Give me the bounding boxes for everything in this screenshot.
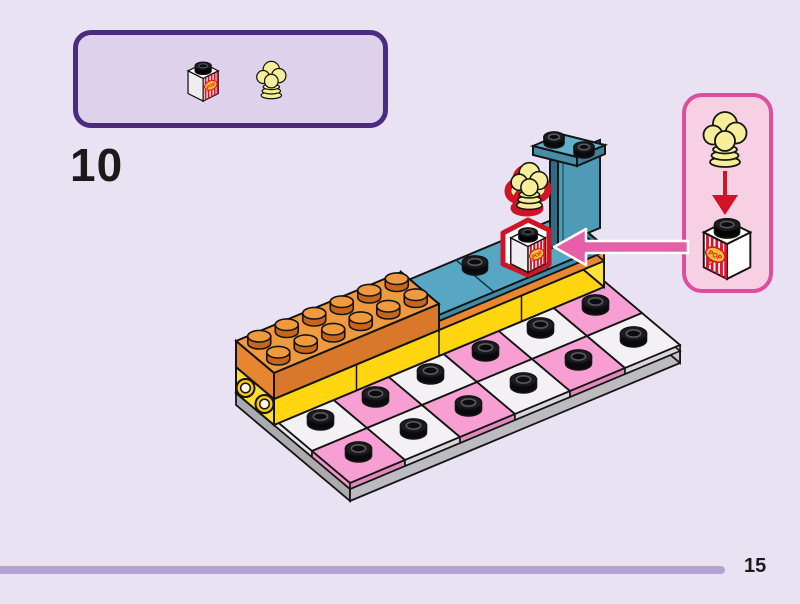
step-number: 10 bbox=[70, 139, 124, 191]
parts-callout-panel bbox=[73, 30, 388, 128]
panel-plate-studs bbox=[543, 131, 595, 159]
teal-panel bbox=[529, 131, 609, 251]
base-plate bbox=[234, 253, 682, 503]
orange-brick-studs bbox=[246, 272, 429, 366]
footer-divider-bar bbox=[0, 566, 725, 574]
tile-white bbox=[492, 302, 589, 361]
page-number: 15 bbox=[744, 555, 767, 577]
tile-white bbox=[272, 394, 369, 459]
main-build bbox=[234, 131, 682, 503]
teal-jumper-stud bbox=[461, 255, 489, 276]
orange-brick bbox=[234, 269, 441, 402]
tile-white bbox=[475, 357, 572, 422]
tile-pink bbox=[420, 380, 517, 445]
tile-white bbox=[585, 311, 682, 376]
placement-arrow-icon bbox=[552, 227, 690, 267]
technic-pin-holes bbox=[235, 378, 275, 414]
tile-pink bbox=[327, 371, 424, 430]
tile-pink bbox=[437, 325, 534, 384]
popcorn-box-highlighted bbox=[500, 161, 552, 278]
tile-white bbox=[382, 348, 479, 407]
teal-tile-platform bbox=[399, 212, 606, 323]
yellow-brick-layer bbox=[235, 226, 605, 428]
checkerboard-tiles bbox=[272, 279, 682, 491]
orange-plate bbox=[438, 218, 605, 332]
tile-pink bbox=[547, 279, 644, 338]
tile-pink bbox=[530, 334, 627, 399]
new-part-highlight-outline bbox=[500, 164, 552, 278]
tile-white bbox=[365, 403, 462, 468]
placement-callout-panel bbox=[682, 93, 773, 293]
tile-pink bbox=[310, 426, 407, 491]
